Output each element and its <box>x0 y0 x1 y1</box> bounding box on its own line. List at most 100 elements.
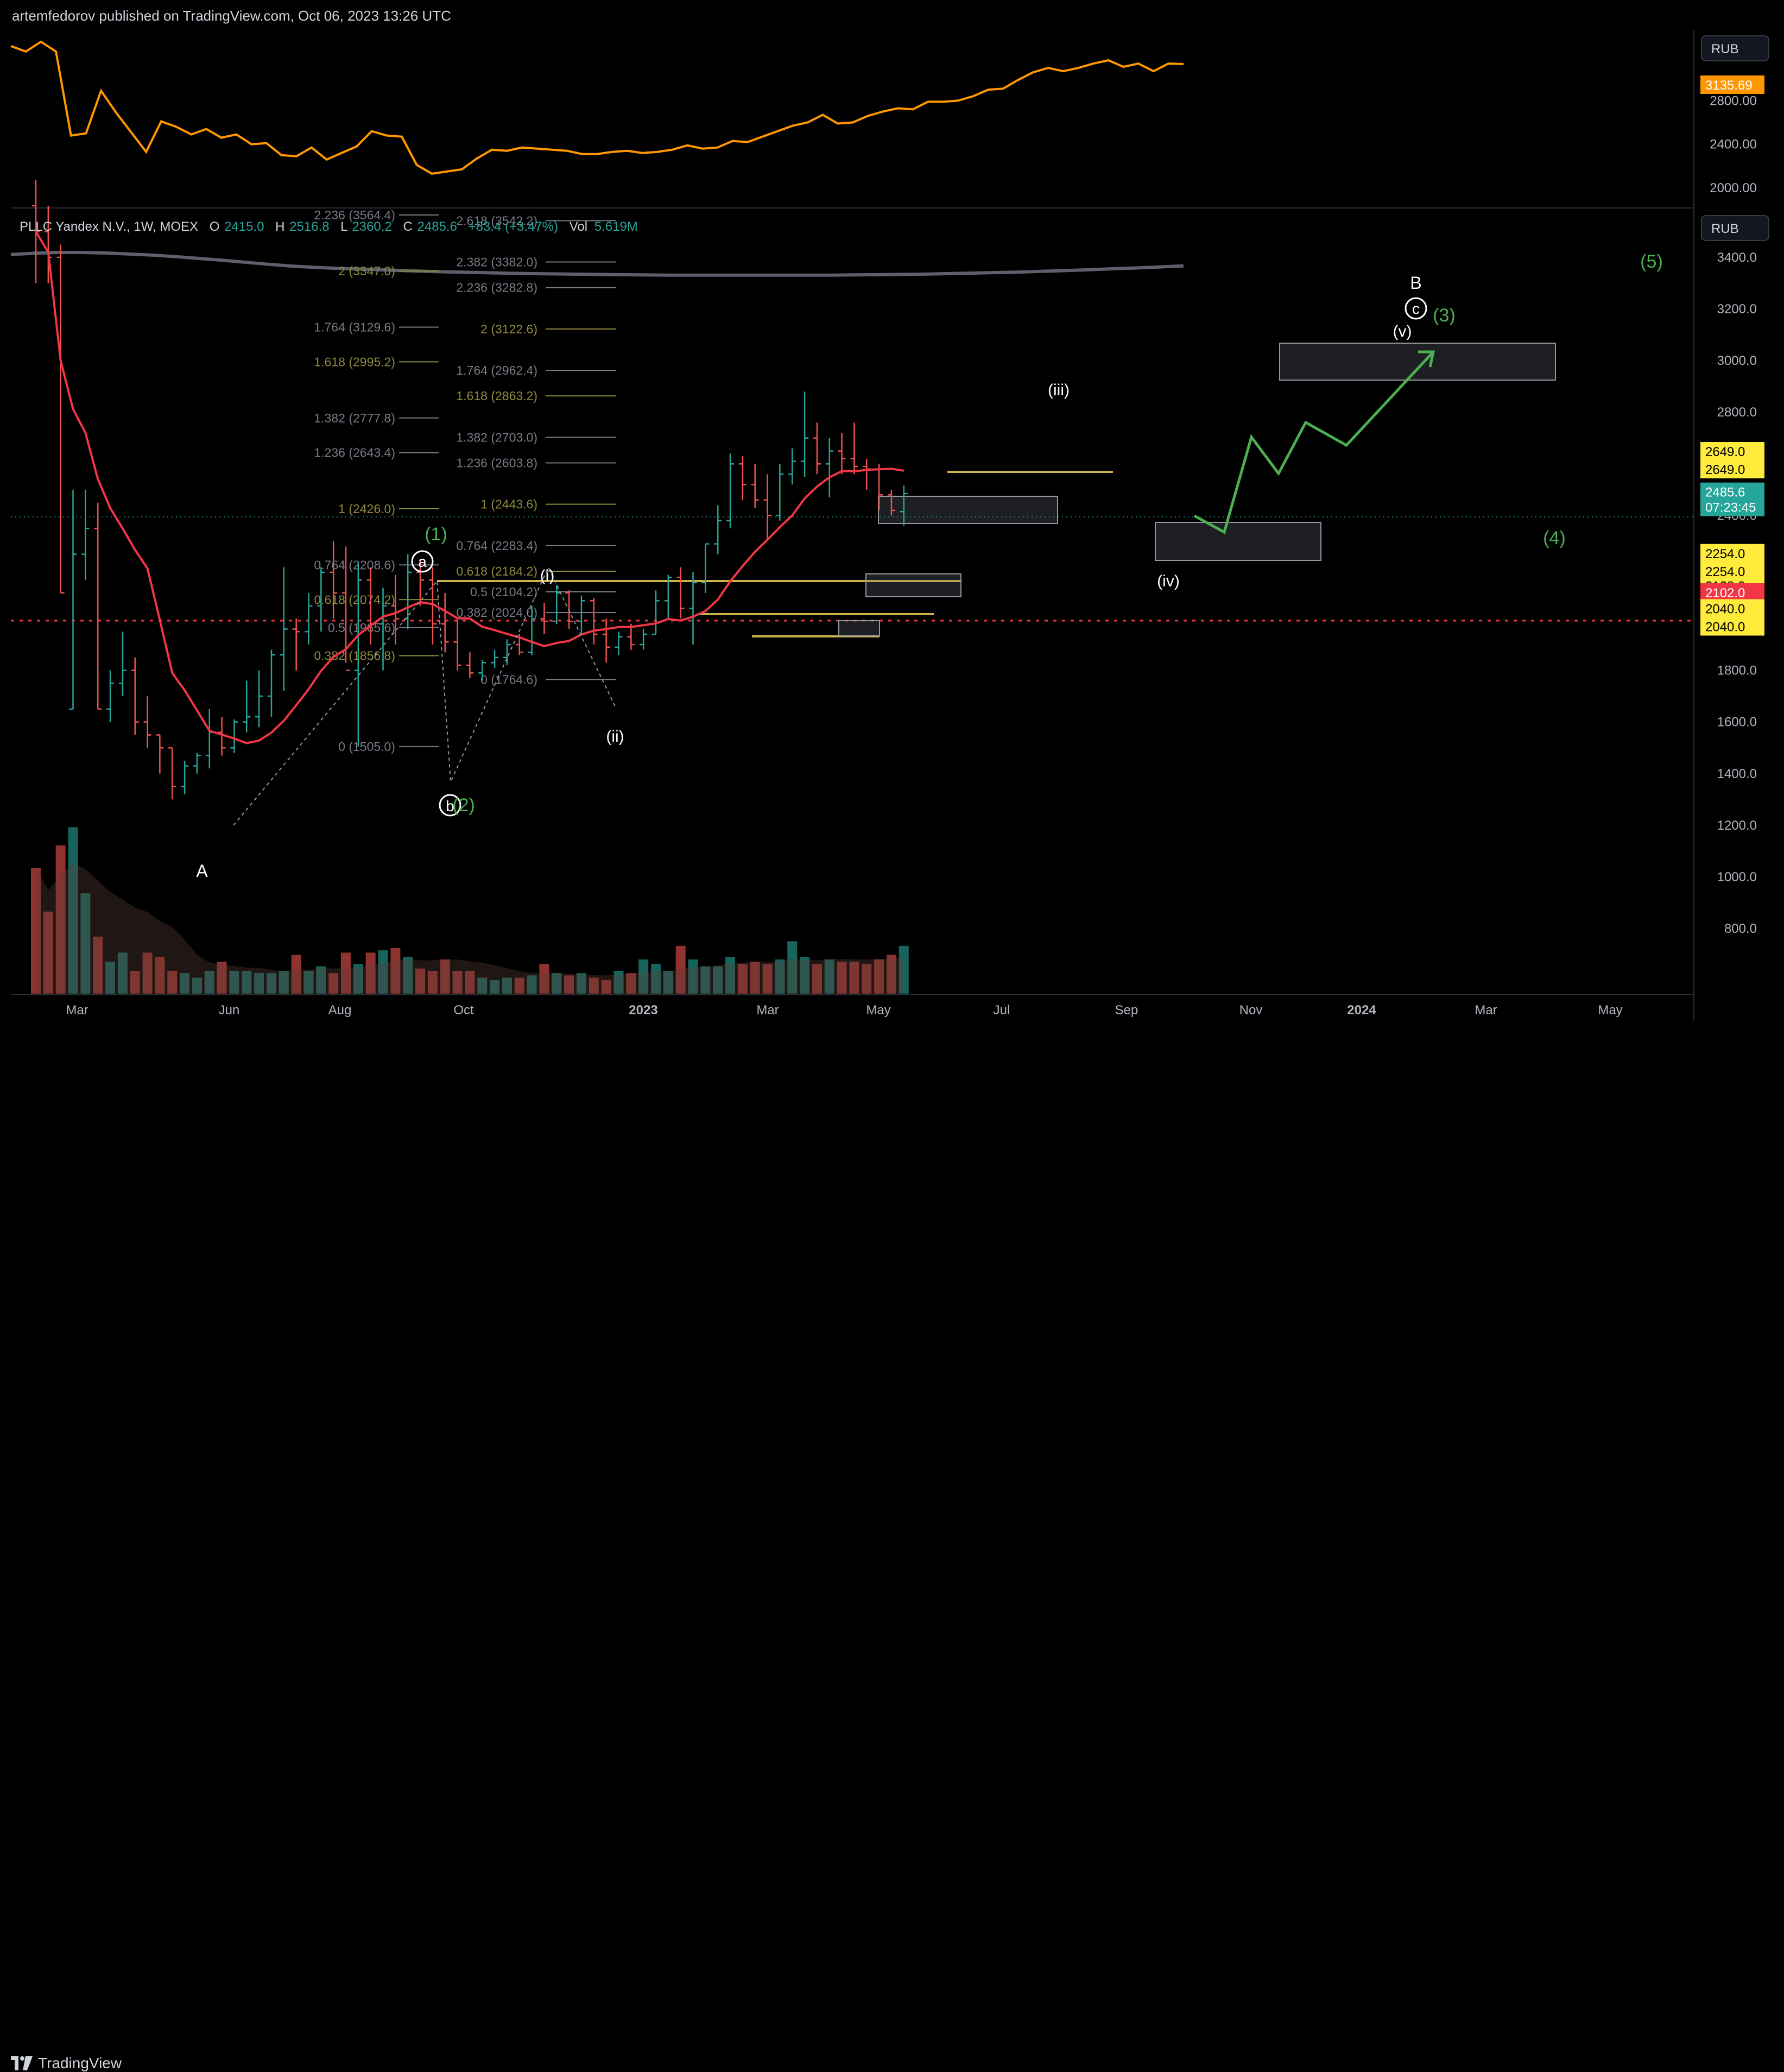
legend-change: +83.4 (+3.47%) <box>469 219 558 234</box>
fib-right-label: 0.382 (2024.0) <box>456 605 537 620</box>
fib-left-label: 2.236 (3564.4) <box>314 208 395 222</box>
price-axis-tick: 1600.0 <box>1717 715 1757 730</box>
wave-label-a[interactable]: a <box>418 553 427 570</box>
price-badge-bg <box>1700 460 1764 479</box>
volume-bar <box>365 952 376 994</box>
price-badge-text: 2040.0 <box>1705 602 1745 617</box>
wave-label-4[interactable]: (4) <box>1543 528 1566 548</box>
wave-label-iii[interactable]: (iii) <box>1048 381 1070 399</box>
fib-left-label: 0.382 (1856.8) <box>314 649 395 663</box>
zone-box-2[interactable] <box>865 573 961 597</box>
fib-right-label: 2 (3122.6) <box>480 322 537 336</box>
legend-h-label: H <box>275 219 284 234</box>
volume-bar <box>502 977 512 994</box>
forecast-path[interactable] <box>1193 351 1434 534</box>
volume-bar <box>775 959 785 994</box>
tradingview-logo-icon <box>11 2056 33 2070</box>
zone-box-iii[interactable] <box>878 496 1058 524</box>
volume-bar <box>651 964 661 994</box>
price-badge-bg <box>1700 617 1764 636</box>
price-axis-tick: 3000.0 <box>1717 353 1757 368</box>
wave-label-5[interactable]: (5) <box>1640 251 1663 272</box>
comparison-line <box>10 40 1184 175</box>
fib-right-label: 1.382 (2703.0) <box>456 430 537 444</box>
wave-label-B[interactable]: B <box>1410 273 1421 293</box>
currency-button-main-bg <box>1701 215 1769 241</box>
price-badge-bg <box>1700 544 1764 563</box>
wave-label-c[interactable]: c <box>1412 300 1420 317</box>
fib-right-label: 0.764 (2283.4) <box>456 539 537 553</box>
price-badges: 2649.02649.02485.607:23:452254.02254.021… <box>1700 442 1764 636</box>
wave-labels: A a b B c (i) (ii) (iii) (iv) (v) (1) (2… <box>196 251 1662 881</box>
fib-right-label: 2.236 (3282.8) <box>456 281 537 295</box>
time-axis-tick: Oct <box>453 1003 474 1018</box>
volume-bar <box>787 941 798 994</box>
circle-c <box>1405 297 1427 320</box>
chart-area[interactable]: 2.236 (3564.4) 2 (3347.0) 1.764 (3129.6) 1.… <box>0 0 1784 1021</box>
volume-bar <box>452 971 463 994</box>
wave-label-3[interactable]: (3) <box>1433 305 1456 326</box>
price-axis-tick: 1200.0 <box>1717 818 1757 833</box>
fib-left-label: 1.764 (3129.6) <box>314 320 395 334</box>
zones <box>838 343 1556 636</box>
wave-label-b[interactable]: b <box>446 798 454 814</box>
fib-left-label: 1.618 (2995.2) <box>314 355 395 369</box>
price-axis-tick: 3200.0 <box>1717 302 1757 317</box>
time-axis-tick: May <box>1598 1003 1622 1018</box>
zone-box-3[interactable] <box>838 620 880 636</box>
volume-bar <box>192 977 202 994</box>
legend-c-value: 2485.6 <box>417 219 457 234</box>
currency-button-main[interactable]: RUB <box>1701 215 1769 241</box>
currency-button-top[interactable]: RUB <box>1701 35 1769 61</box>
volume-bar <box>204 971 214 994</box>
ma-long-line <box>10 250 1184 277</box>
volume-bar <box>440 959 450 994</box>
time-axis-tick: Sep <box>1115 1003 1138 1018</box>
currency-top-label: RUB <box>1711 42 1739 56</box>
wave-label-2[interactable]: (2) <box>452 795 475 816</box>
zone-box-iv[interactable] <box>1155 522 1321 561</box>
wave-label-iv[interactable]: (iv) <box>1157 572 1180 590</box>
yellow-levels <box>437 471 1113 637</box>
legend-o-label: O <box>210 219 220 234</box>
volume-bar <box>613 971 624 994</box>
legend-o-value: 2415.0 <box>224 219 264 234</box>
price-badge-bg <box>1700 583 1764 602</box>
time-axis-tick: 2023 <box>629 1003 657 1018</box>
legend-l-label: L <box>340 219 347 234</box>
chart-background <box>0 30 1694 1021</box>
volume-bar <box>266 973 276 994</box>
volume-bar <box>849 962 859 994</box>
time-axis[interactable]: Mar Jun Aug Oct 2023 Mar May Jul Sep Nov 2024 Mar Ma… <box>66 1003 1622 1018</box>
symbol-legend[interactable]: PLLC Yandex N.V., 1W, MOEX O 2415.0 H 25… <box>20 219 638 234</box>
volume-bar <box>353 964 363 994</box>
fib-labels: 2.236 (3564.4) 2 (3347.0) 1.764 (3129.6) 1.… <box>314 208 537 754</box>
comparison-badge-bg <box>1700 75 1764 94</box>
volume-bar <box>130 971 140 994</box>
price-badge-text: 2254.0 <box>1705 547 1745 561</box>
volume-bar <box>427 971 438 994</box>
volume-bar <box>688 959 698 994</box>
wave-label-v[interactable]: (v) <box>1393 323 1412 340</box>
time-axis-tick: May <box>866 1003 890 1018</box>
tradingview-brand[interactable]: TradingView <box>11 2055 122 2072</box>
volume-bar <box>490 980 500 994</box>
wave-label-1[interactable]: (1) <box>425 524 447 545</box>
volume-bar <box>180 973 190 994</box>
price-axis-tick: 1000.0 <box>1717 870 1757 885</box>
wave-label-ii[interactable]: (ii) <box>606 728 624 746</box>
legend-h-value: 2516.8 <box>289 219 329 234</box>
wave-label-i[interactable]: (i) <box>540 567 555 585</box>
volume-bar <box>229 971 239 994</box>
tradingview-brand-text: TradingView <box>38 2055 122 2071</box>
volume-bar <box>217 962 227 994</box>
zone-box-target[interactable] <box>1279 343 1556 381</box>
volume-bar <box>886 955 896 994</box>
fib-lines <box>399 214 616 747</box>
wave-label-A[interactable]: A <box>196 861 208 881</box>
volume-bar <box>564 975 574 994</box>
volume-bar <box>762 964 773 994</box>
fib-right-label: 0.5 (2104.2) <box>470 585 537 599</box>
time-axis-tick: Mar <box>66 1003 88 1018</box>
